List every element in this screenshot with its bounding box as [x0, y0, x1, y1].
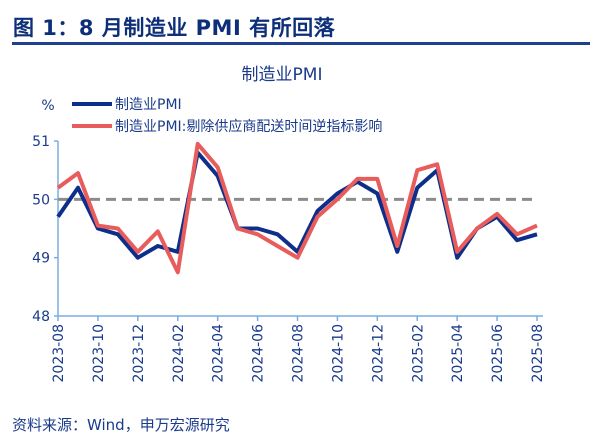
y-tick-label: 48	[32, 309, 50, 325]
x-tick-label: 2023-08	[51, 324, 67, 383]
x-tick-label: 2025-06	[490, 324, 506, 383]
chart-title: 制造业PMI	[242, 65, 323, 85]
legend-label: 制造业PMI:剔除供应商配送时间逆指标影响	[115, 118, 382, 135]
x-tick-label: 2025-08	[530, 324, 546, 383]
title-underline	[12, 42, 590, 45]
x-tick-label: 2025-04	[450, 324, 466, 383]
y-tick-label: 51	[32, 134, 50, 150]
figure-title: 图 1：8 月制造业 PMI 有所回落	[13, 16, 336, 40]
legend-label: 制造业PMI	[115, 97, 182, 113]
x-tick-label: 2024-10	[330, 324, 346, 383]
x-tick-label: 2023-10	[91, 324, 107, 383]
y-tick-label: 50	[32, 192, 50, 208]
x-tick-label: 2024-12	[370, 324, 386, 383]
y-axis-unit: %	[41, 98, 54, 114]
legend: 制造业PMI 制造业PMI:剔除供应商配送时间逆指标影响	[72, 97, 382, 135]
x-tick-label: 2024-06	[251, 324, 267, 383]
source-note: 资料来源：Wind，申万宏源研究	[12, 416, 230, 434]
x-tick-label: 2023-12	[131, 324, 147, 383]
x-tick-label: 2024-02	[171, 324, 187, 383]
x-tick-label: 2024-08	[291, 324, 307, 383]
x-tick-label: 2024-04	[211, 324, 227, 383]
y-tick-label: 49	[32, 251, 50, 267]
x-tick-label: 2025-02	[410, 324, 426, 383]
